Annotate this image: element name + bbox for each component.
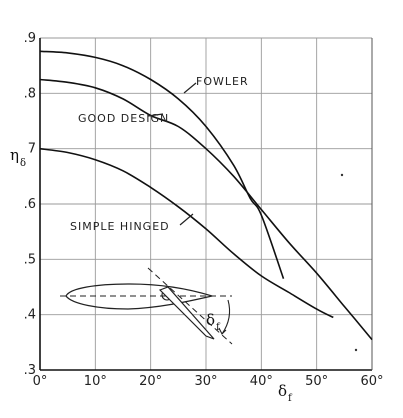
- y-tick-label: .9: [24, 31, 36, 46]
- fowler-leader-line: [183, 82, 197, 94]
- series-line-good-design: [39, 78, 373, 341]
- chart-grid: [39, 37, 373, 371]
- x-tick-label: 10°: [84, 374, 107, 389]
- x-axis-title-main: δ: [278, 382, 287, 400]
- deflection-angle-arc: [221, 299, 231, 335]
- simple-hinged-leader-line: [179, 213, 194, 226]
- series-label-fowler: FOWLER: [196, 75, 249, 88]
- y-tick-label: .8: [24, 86, 36, 101]
- x-axis-title-subscript: f: [288, 393, 293, 404]
- scan-speck: [340, 173, 344, 177]
- series-line-fowler: [39, 50, 285, 279]
- y-tick-label: .4: [24, 308, 36, 323]
- inset-delta-label: δ: [206, 311, 215, 329]
- scan-speck: [354, 348, 358, 352]
- flap-reference-line: [147, 267, 233, 345]
- chart-series-group: [39, 50, 373, 341]
- chart-axes: [39, 38, 373, 371]
- y-axis-title-main: η: [10, 146, 19, 164]
- x-axis-title: δ f: [278, 382, 293, 404]
- deflected-flap: [158, 286, 215, 340]
- airfoil-inset: δ f: [60, 267, 233, 345]
- x-tick-label: 30°: [194, 374, 217, 389]
- x-tick-label: 20°: [139, 374, 162, 389]
- deflection-arrowhead: [218, 327, 227, 335]
- y-tick-label: .5: [24, 252, 36, 267]
- y-tick-label: .3: [24, 363, 36, 378]
- y-axis-title: η δ: [10, 146, 26, 169]
- x-tick-label: 60°: [360, 374, 383, 389]
- x-tick-label: 50°: [305, 374, 328, 389]
- inset-delta-subscript: f: [216, 322, 221, 333]
- series-label-good-design: GOOD DESIGN: [78, 112, 169, 125]
- good-design-leader-line: [147, 113, 164, 117]
- y-tick-label: .6: [24, 197, 36, 212]
- series-label-simple-hinged: SIMPLE HINGED: [70, 220, 170, 233]
- y-tick-label: 7: [28, 142, 36, 157]
- y-axis-title-subscript: δ: [20, 158, 26, 169]
- chart-tick-labels: 0° 10° 20° 30° 40° 50° 60° .3 .4 .5 .6 7 .8 .9: [24, 31, 384, 389]
- x-tick-label: 40°: [250, 374, 273, 389]
- series-line-simple-hinged: [39, 147, 334, 319]
- x-tick-label: 0°: [33, 374, 48, 389]
